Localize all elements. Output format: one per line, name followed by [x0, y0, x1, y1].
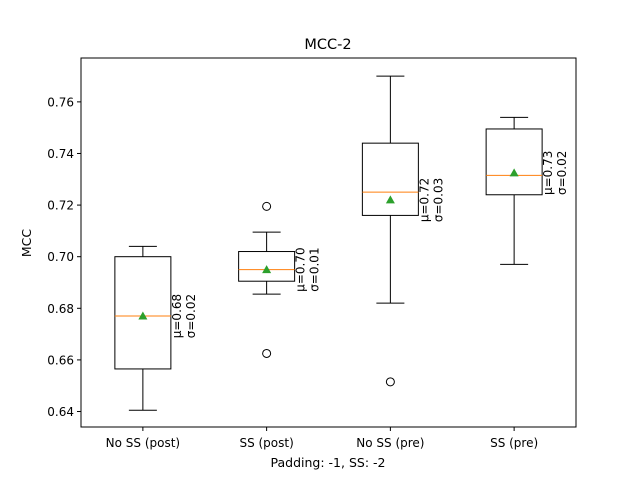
x-axis-label: Padding: -1, SS: -2: [271, 455, 386, 470]
mean-marker: [138, 311, 148, 320]
sigma-annotation: σ=0.02: [184, 294, 198, 338]
outlier-point: [385, 377, 395, 387]
box: [361, 142, 419, 216]
y-tick-label: 0.64: [47, 405, 74, 419]
x-tick-label: SS (post): [239, 436, 293, 450]
mean-marker: [385, 195, 395, 204]
outlier-point: [262, 201, 272, 211]
mean-annotation: μ=0.68: [170, 294, 184, 338]
mean-marker: [509, 168, 519, 177]
sigma-annotation: σ=0.01: [308, 247, 322, 291]
y-tick-label: 0.68: [47, 302, 74, 316]
box: [485, 128, 543, 196]
y-tick-label: 0.74: [47, 147, 74, 161]
x-tick-label: No SS (pre): [356, 436, 424, 450]
y-tick-label: 0.66: [47, 353, 74, 367]
chart-title: MCC-2: [304, 37, 351, 53]
sigma-annotation: σ=0.02: [555, 151, 569, 195]
mean-annotation: μ=0.72: [417, 178, 431, 222]
box: [238, 251, 296, 282]
box: [114, 256, 172, 370]
mean-marker: [262, 265, 272, 274]
sigma-annotation: σ=0.03: [431, 178, 445, 222]
x-tick-label: SS (pre): [490, 436, 538, 450]
mean-annotation: μ=0.70: [294, 247, 308, 291]
axes-frame: [80, 57, 577, 428]
y-axis-label: MCC: [19, 229, 34, 258]
y-tick-label: 0.76: [47, 95, 74, 109]
y-tick-label: 0.70: [47, 250, 74, 264]
outlier-point: [262, 348, 272, 358]
mean-annotation: μ=0.73: [541, 151, 555, 195]
y-tick-label: 0.72: [47, 199, 74, 213]
plot-area: 0.64 0.66 0.68 0.70 0.72 0.74 0.76 No SS (post)…: [47, 75, 569, 450]
x-tick-label: No SS (post): [106, 436, 180, 450]
